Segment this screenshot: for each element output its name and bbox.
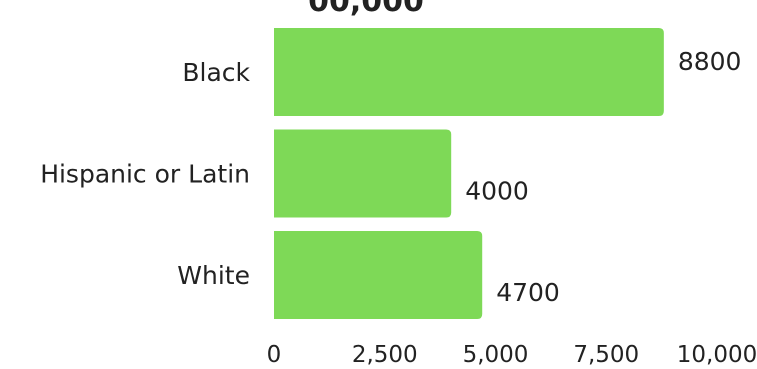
x-axis-ticks: 0 2,500 5,000 7,500 10,000 <box>267 342 757 368</box>
bars-layer <box>274 28 664 319</box>
bar-hispanic-or-latin <box>274 129 452 218</box>
bar-white <box>274 231 483 319</box>
x-tick-label: 10,000 <box>677 342 757 368</box>
category-label-hispanic-or-latin: Hispanic or Latin <box>40 160 250 189</box>
labels-layer: Black 8800 Hispanic or Latin 4000 White 4700 <box>40 47 741 307</box>
x-tick-label: 2,500 <box>352 342 418 368</box>
chart-title-fragment: 00,000 <box>308 0 424 19</box>
category-label-black: Black <box>182 58 250 87</box>
x-tick-label: 5,000 <box>463 342 529 368</box>
category-label-white: White <box>177 261 250 290</box>
value-label-hispanic-or-latin: 4000 <box>465 177 529 206</box>
value-label-white: 4700 <box>496 278 560 307</box>
x-tick-label: 7,500 <box>573 342 639 368</box>
x-tick-label: 0 <box>267 342 282 368</box>
value-label-black: 8800 <box>678 47 742 76</box>
bar-black <box>274 28 664 116</box>
